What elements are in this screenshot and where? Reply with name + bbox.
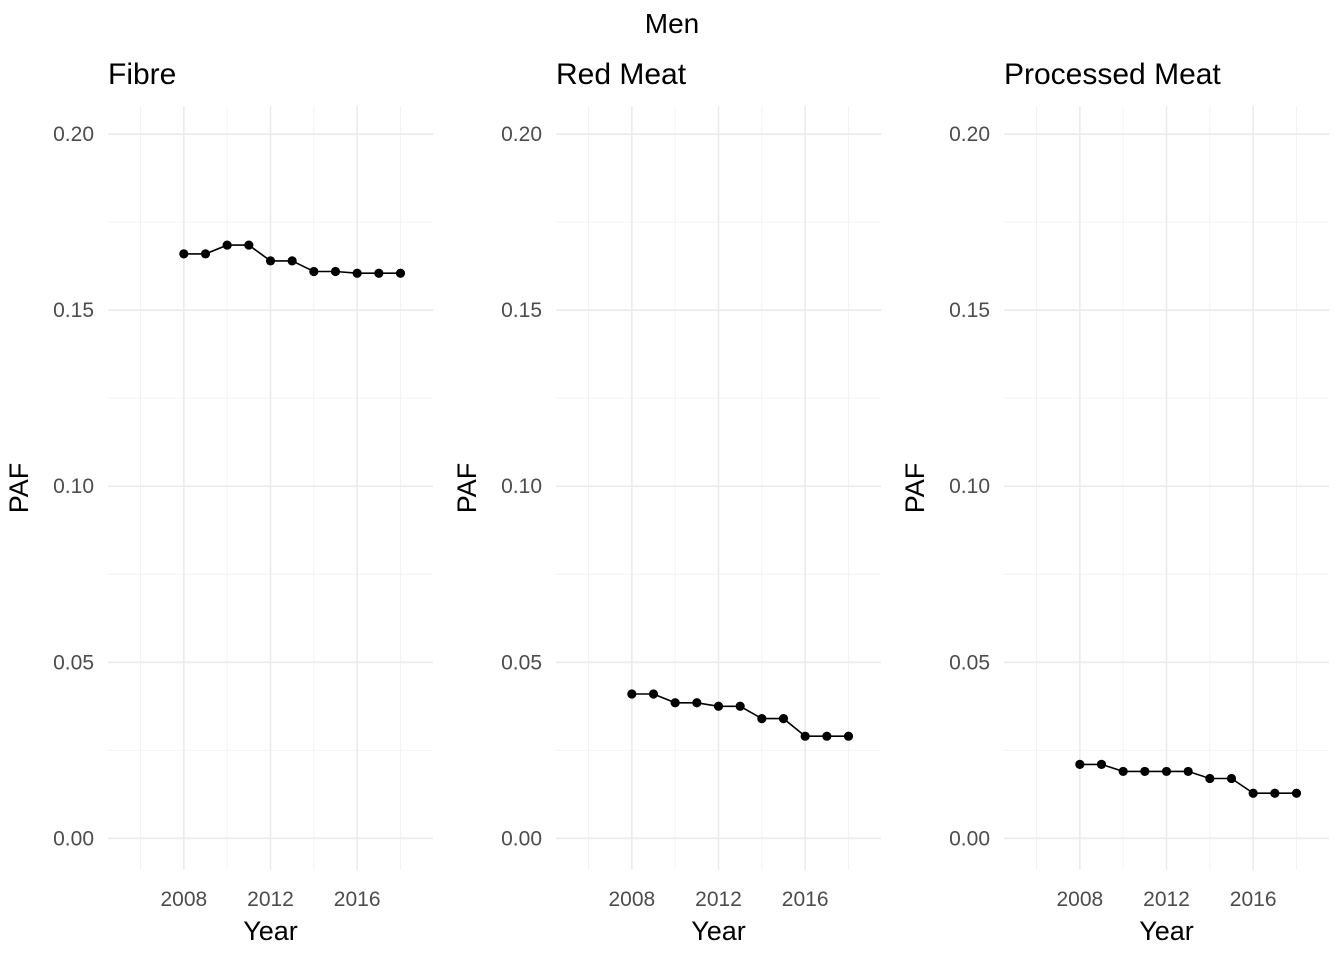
y-tick-label: 0.20 [949,123,990,146]
data-point [395,268,406,278]
data-point [222,240,232,250]
data-point [800,731,810,741]
x-tick-label: 2008 [1056,888,1103,911]
y-tick-label: 0.05 [53,651,94,674]
panel-title: Processed Meat [1004,58,1221,91]
y-tick-label: 0.15 [949,299,990,322]
data-point [1183,766,1193,777]
y-tick-label: 0.05 [949,651,990,674]
x-axis-label: Year [243,916,298,946]
data-point [1140,766,1150,777]
data-point [627,689,637,699]
x-tick-label: 2012 [247,888,294,911]
grid [1004,106,1329,870]
x-tick-label: 2012 [695,888,742,911]
data-point [287,256,297,266]
y-tick-label: 0.20 [501,123,542,146]
x-tick-label: 2016 [782,888,829,911]
panel-2: 0.00 0.05 0.10 0.15 0.20 2008 2012 2016 Red Meat… [452,58,881,946]
y-tick-label: 0.15 [53,299,94,322]
data-point [1226,773,1237,784]
data-point [713,701,724,711]
x-tick-label: 2008 [160,888,207,911]
series-line [631,693,849,738]
panel-3: 0.00 0.05 0.10 0.15 0.20 2008 2012 2016 Processe… [900,58,1329,946]
x-axis-label: Year [691,916,746,946]
data-point [265,256,276,266]
panel-1: 0.00 0.05 0.10 0.15 0.20 2008 2012 2016 Fibre Yea… [4,58,433,946]
data-point [778,714,789,724]
y-axis-label: PAF [900,463,930,514]
data-point [670,698,680,708]
data-point [1205,773,1215,784]
y-axis-label: PAF [4,463,34,514]
y-tick-label: 0.10 [53,475,94,498]
data-point [374,268,384,278]
data-point [1291,788,1302,798]
panel-title: Red Meat [556,58,687,91]
grid [108,106,433,870]
y-tick-label: 0.15 [501,299,542,322]
data-point [735,701,745,711]
x-tick-label: 2012 [1143,888,1190,911]
y-tick-label: 0.00 [949,827,990,850]
y-tick-label: 0.20 [53,123,94,146]
data-point [200,249,211,259]
data-point [822,731,832,741]
y-tick-label: 0.10 [949,475,990,498]
y-axis-label: PAF [452,463,482,514]
data-point [352,268,362,278]
y-tick-label: 0.10 [501,475,542,498]
data-point [692,698,702,708]
chart-panels: 0.00 0.05 0.10 0.15 0.20 2008 2012 2016 Fibre Yea… [4,58,1329,946]
data-point [179,249,189,259]
data-point [1075,759,1085,769]
data-point [1161,766,1172,777]
data-point [330,266,341,277]
data-point [1118,766,1128,777]
grid [556,106,881,870]
x-tick-label: 2016 [334,888,381,911]
data-point [648,689,659,699]
panel-title: Fibre [108,58,176,91]
x-axis-label: Year [1139,916,1194,946]
data-point [1248,788,1258,798]
data-point [757,714,767,724]
x-tick-label: 2016 [1230,888,1277,911]
figure-title: Men [645,8,699,39]
data-point [244,240,254,250]
data-point [843,731,854,741]
x-tick-label: 2008 [608,888,655,911]
y-tick-label: 0.00 [501,827,542,850]
data-point [1096,759,1107,769]
y-tick-label: 0.05 [501,651,542,674]
data-point [309,266,319,277]
y-tick-label: 0.00 [53,827,94,850]
data-point [1270,788,1280,798]
